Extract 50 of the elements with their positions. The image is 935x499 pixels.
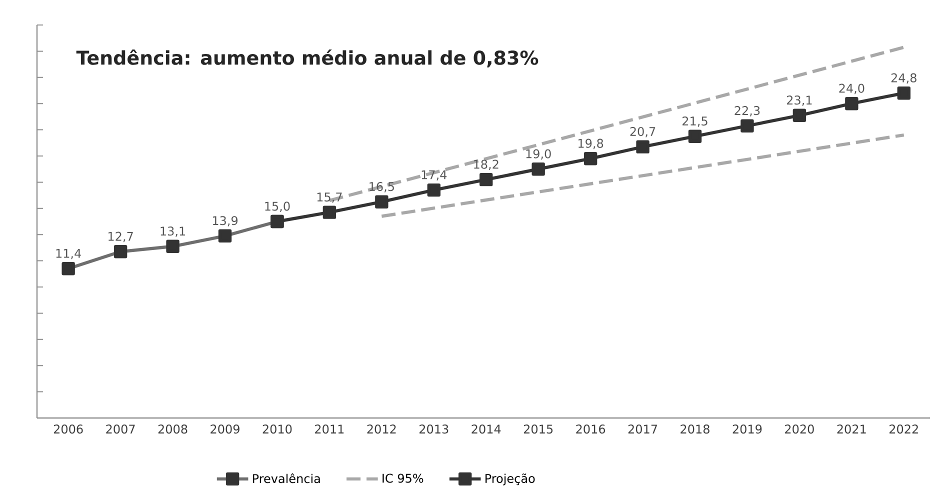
legend-label: Prevalência [252, 473, 320, 484]
data-label: 24,8 [891, 73, 916, 84]
data-label: 21,5 [682, 116, 708, 127]
data-label: 20,7 [630, 126, 656, 138]
point [792, 108, 806, 122]
point [427, 183, 440, 197]
text: Tendência: aumento médio anual de 0,83% [76, 49, 538, 68]
data-label: 19,0 [526, 149, 551, 160]
point [740, 119, 754, 132]
data-label: 17,4 [422, 170, 447, 181]
x-tick-label: 2010 [262, 424, 292, 434]
legend-label: Projeção [486, 474, 535, 486]
data-label: 18,2 [474, 160, 498, 170]
x-tick-label: 2020 [785, 424, 814, 434]
x-tick-label: 2011 [315, 424, 344, 434]
data-label: 24,0 [839, 84, 864, 94]
data-label: 11,4 [56, 248, 82, 260]
x-tick-label: 2009 [210, 424, 240, 434]
x-tick-label: 2018 [680, 424, 710, 434]
data-label: 22,3 [734, 106, 760, 116]
x-tick-label: 2017 [628, 424, 658, 434]
data-label: 13,9 [212, 216, 238, 226]
point [480, 172, 493, 186]
point [636, 140, 650, 154]
data-label: 13,1 [160, 226, 186, 237]
data-label: 12,7 [108, 232, 133, 242]
x-tick-label: 2019 [732, 424, 762, 434]
data-label: 15,7 [317, 192, 342, 203]
data-label: 15,0 [265, 202, 290, 212]
data-label: 16,5 [370, 182, 394, 192]
data-label: 23,1 [786, 96, 812, 106]
x-tick-label: 2012 [367, 424, 396, 434]
point [375, 195, 388, 208]
x-tick-label: 2008 [158, 424, 188, 434]
x-tick-label: 2022 [890, 424, 918, 434]
point [688, 130, 702, 143]
point [322, 206, 336, 219]
data-label: 19,8 [578, 138, 604, 150]
point [845, 97, 858, 110]
x-tick-label: 2015 [524, 424, 553, 434]
x-tick-label: 2006 [54, 424, 83, 434]
legend-label: IC 95% [382, 474, 424, 483]
point [897, 86, 910, 100]
point [532, 162, 545, 176]
x-tick-label: 2021 [837, 424, 866, 434]
x-tick-label: 2014 [472, 424, 501, 434]
point [584, 152, 598, 166]
x-tick-label: 2007 [106, 424, 135, 434]
x-tick-label: 2016 [576, 424, 606, 434]
x-tick-label: 2013 [420, 424, 448, 434]
